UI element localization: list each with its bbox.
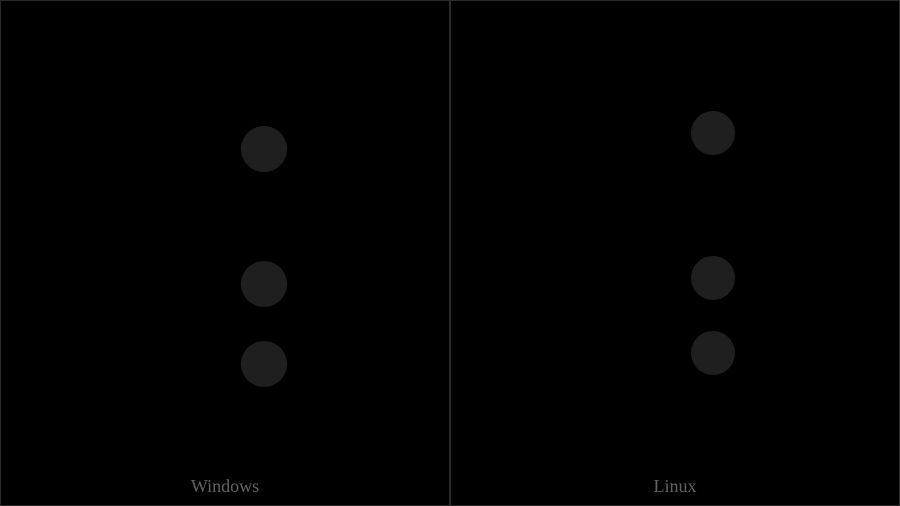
panel-windows: Windows	[0, 0, 450, 506]
os-label-windows: Windows	[191, 476, 259, 497]
glyph-dot	[691, 331, 735, 375]
glyph-area-windows	[1, 1, 449, 505]
panel-linux: Linux	[450, 0, 900, 506]
glyph-dot	[691, 256, 735, 300]
glyph-area-linux	[451, 1, 899, 505]
glyph-dot	[691, 111, 735, 155]
os-label-linux: Linux	[654, 476, 697, 497]
glyph-dot	[241, 341, 287, 387]
glyph-dot	[241, 261, 287, 307]
glyph-dot	[241, 126, 287, 172]
